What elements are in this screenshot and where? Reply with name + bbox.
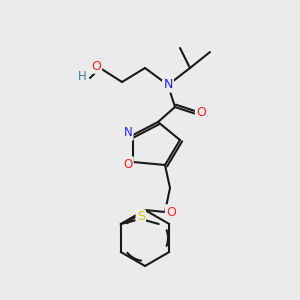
Text: S: S <box>137 211 145 224</box>
Text: N: N <box>163 79 173 92</box>
Text: O: O <box>123 158 133 170</box>
Text: O: O <box>166 206 176 218</box>
Text: O: O <box>196 106 206 118</box>
Text: O: O <box>91 59 101 73</box>
Text: N: N <box>124 127 132 140</box>
Text: H: H <box>78 70 86 83</box>
